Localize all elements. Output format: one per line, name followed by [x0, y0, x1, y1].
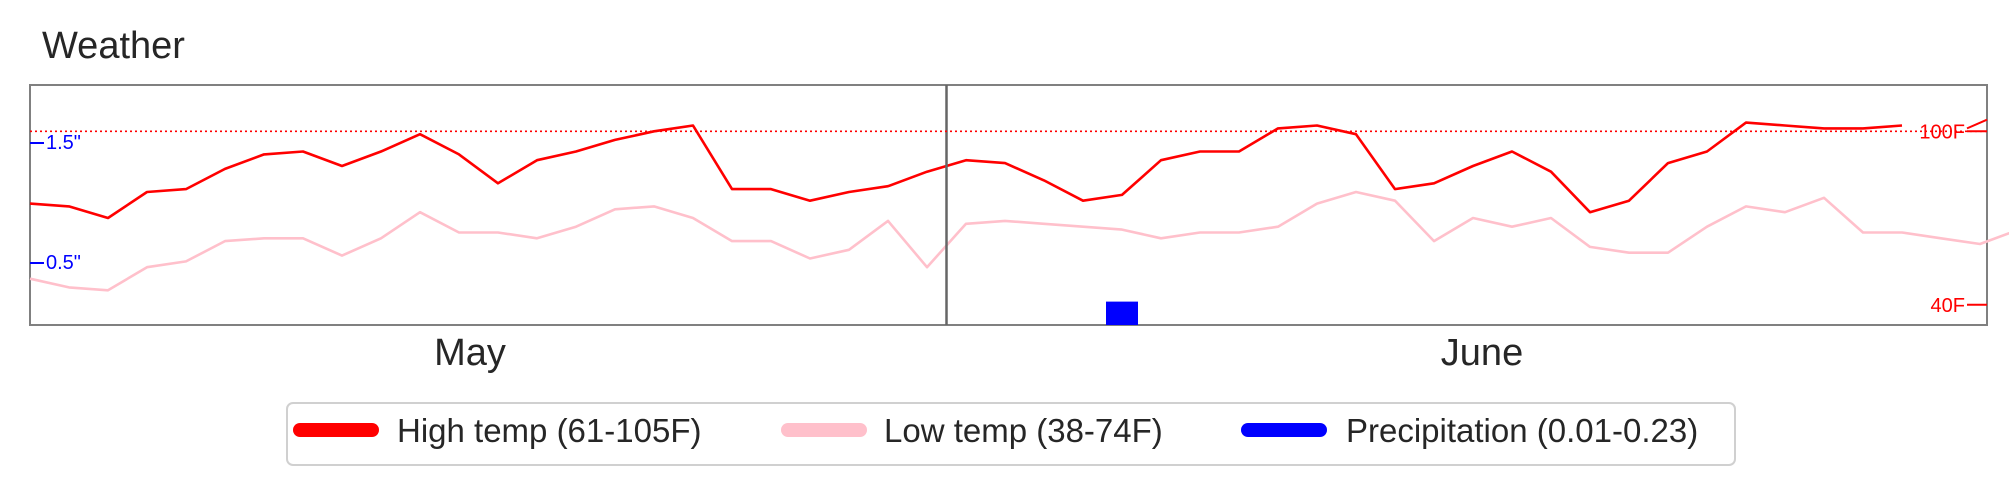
month-label-june: June: [1441, 332, 1523, 374]
legend: High temp (61-105F) Low temp (38-74F) Pr…: [286, 402, 1736, 466]
precip-bar: [1106, 301, 1138, 325]
precip-scale-label: 1.5": [46, 132, 81, 154]
legend-swatch-high-temp: [293, 423, 379, 437]
legend-swatch-precipitation: [1241, 423, 1327, 437]
precip-scale-label: 0.5": [46, 252, 81, 274]
legend-swatch-low-temp: [781, 423, 867, 437]
series-line-low-temp: [29, 190, 2009, 292]
temp-scale-label: 40F: [1931, 295, 1965, 317]
legend-label-high-temp: High temp (61-105F): [397, 412, 701, 449]
legend-label-low-temp: Low temp (38-74F): [884, 412, 1163, 449]
chart-title: Weather: [42, 25, 185, 67]
series-line-high-temp: [29, 121, 1903, 220]
legend-label-precipitation: Precipitation (0.01-0.23): [1346, 412, 1698, 449]
legend-frame: [286, 402, 1736, 466]
plot-area: [29, 84, 1988, 326]
month-label-may: May: [434, 332, 506, 374]
high-temp-edge-segment: [1966, 118, 1988, 130]
temp-scale-label: 100F: [1919, 121, 1965, 143]
axis-layer: 100F 40F 1.5" 0.5": [30, 85, 1988, 325]
series-layer: [29, 121, 2009, 325]
